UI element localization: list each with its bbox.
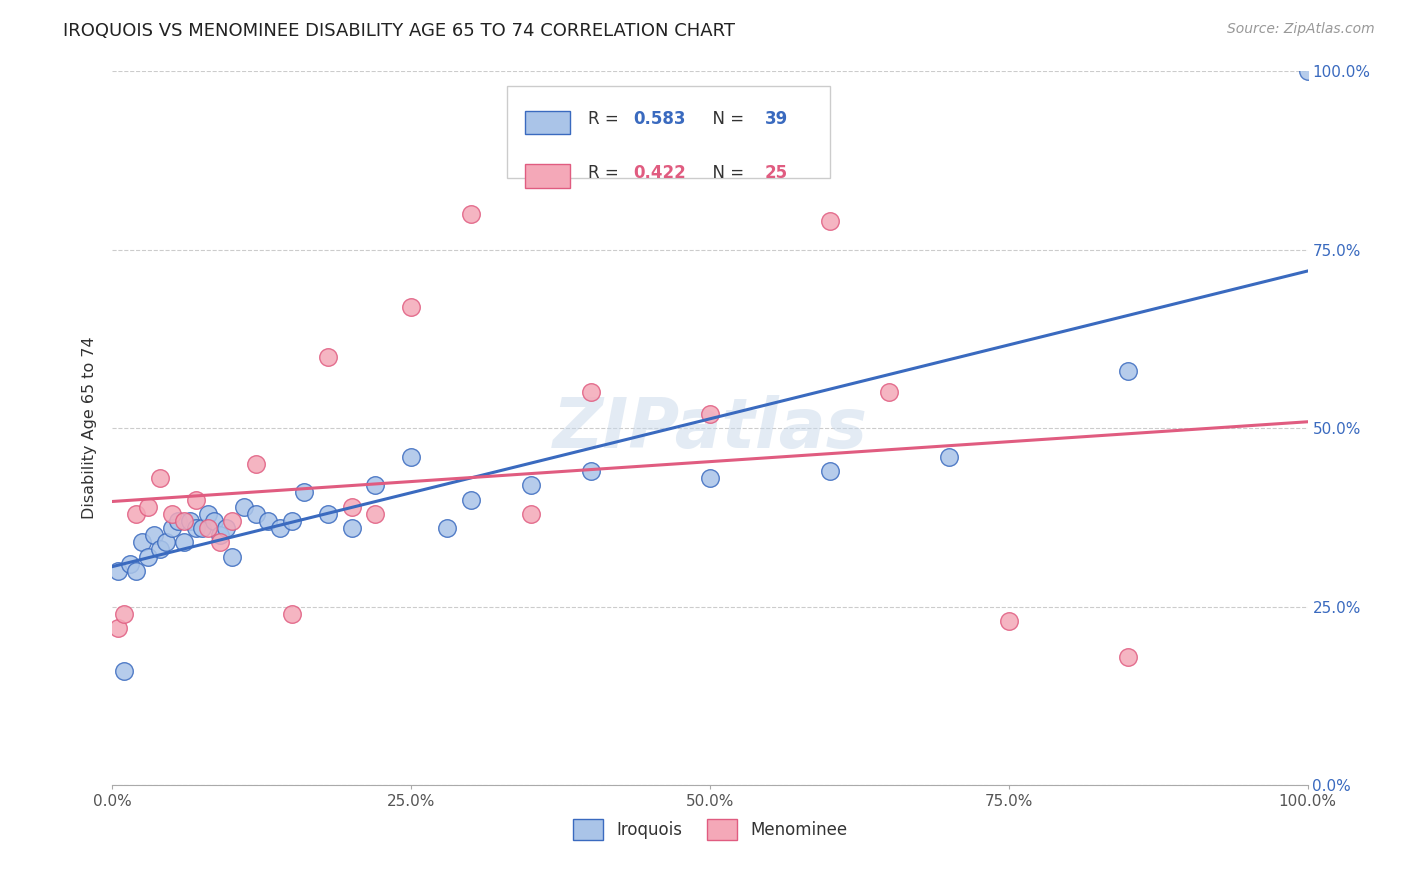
- Point: [879, 385, 901, 400]
- Point: [131, 535, 153, 549]
- FancyBboxPatch shape: [524, 164, 571, 187]
- Point: [149, 542, 172, 557]
- Point: [520, 507, 543, 521]
- Point: [998, 614, 1021, 628]
- Point: [401, 300, 423, 314]
- Point: [120, 557, 142, 571]
- Point: [107, 564, 129, 578]
- Point: [245, 507, 267, 521]
- Point: [107, 621, 129, 635]
- Point: [125, 507, 148, 521]
- Point: [215, 521, 238, 535]
- Text: R =: R =: [588, 111, 624, 128]
- Point: [209, 528, 232, 542]
- Point: [138, 549, 160, 564]
- Point: [340, 500, 363, 514]
- Point: [173, 535, 195, 549]
- Point: [173, 514, 195, 528]
- Text: N =: N =: [702, 111, 749, 128]
- Point: [114, 664, 135, 678]
- Point: [197, 521, 219, 535]
- Point: [245, 457, 267, 471]
- Point: [197, 507, 219, 521]
- Point: [221, 514, 243, 528]
- Point: [281, 607, 304, 621]
- Point: [460, 207, 482, 221]
- Point: [292, 485, 315, 500]
- Point: [125, 564, 148, 578]
- Text: 25: 25: [765, 164, 789, 182]
- Point: [316, 350, 339, 364]
- Point: [233, 500, 256, 514]
- Point: [221, 549, 243, 564]
- FancyBboxPatch shape: [508, 86, 830, 178]
- Point: [186, 521, 208, 535]
- Text: 39: 39: [765, 111, 789, 128]
- Point: [818, 214, 841, 228]
- Point: [1296, 64, 1319, 78]
- Point: [401, 450, 423, 464]
- Point: [1118, 364, 1140, 378]
- Point: [186, 492, 208, 507]
- Text: Source: ZipAtlas.com: Source: ZipAtlas.com: [1227, 22, 1375, 37]
- Point: [316, 507, 339, 521]
- Text: 0.422: 0.422: [634, 164, 686, 182]
- Text: IROQUOIS VS MENOMINEE DISABILITY AGE 65 TO 74 CORRELATION CHART: IROQUOIS VS MENOMINEE DISABILITY AGE 65 …: [63, 22, 735, 40]
- Point: [202, 514, 225, 528]
- FancyBboxPatch shape: [524, 111, 571, 134]
- Point: [149, 471, 172, 485]
- Point: [340, 521, 363, 535]
- Point: [143, 528, 166, 542]
- Point: [460, 492, 482, 507]
- Point: [520, 478, 543, 492]
- Text: N =: N =: [702, 164, 749, 182]
- Text: 0.583: 0.583: [634, 111, 686, 128]
- Point: [209, 535, 232, 549]
- Point: [364, 507, 387, 521]
- Point: [818, 464, 841, 478]
- Point: [114, 607, 135, 621]
- Point: [436, 521, 458, 535]
- Point: [938, 450, 960, 464]
- Point: [155, 535, 177, 549]
- Text: ZIPatlas: ZIPatlas: [553, 394, 868, 462]
- Point: [191, 521, 214, 535]
- Point: [364, 478, 387, 492]
- Point: [699, 471, 721, 485]
- Point: [167, 514, 190, 528]
- Point: [281, 514, 304, 528]
- Point: [179, 514, 201, 528]
- Point: [699, 407, 721, 421]
- Point: [579, 385, 602, 400]
- Point: [138, 500, 160, 514]
- Point: [269, 521, 291, 535]
- Point: [579, 464, 602, 478]
- Point: [1118, 649, 1140, 664]
- Legend: Iroquois, Menominee: Iroquois, Menominee: [564, 811, 856, 848]
- Point: [162, 521, 183, 535]
- Point: [257, 514, 280, 528]
- Y-axis label: Disability Age 65 to 74: Disability Age 65 to 74: [82, 337, 97, 519]
- Point: [162, 507, 183, 521]
- Text: R =: R =: [588, 164, 624, 182]
